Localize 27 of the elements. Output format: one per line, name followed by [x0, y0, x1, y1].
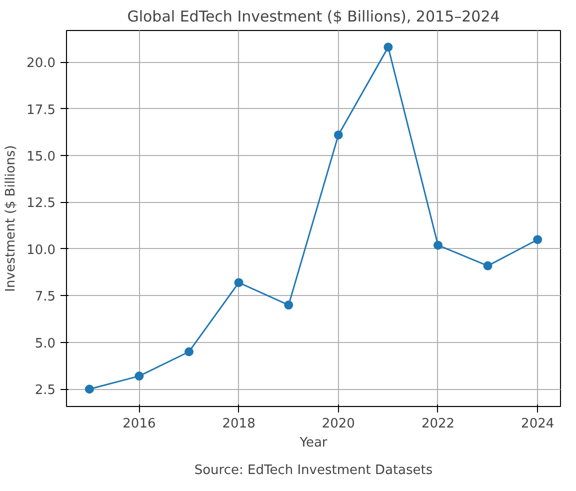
point: [134, 372, 144, 381]
y-axis-title: Investment ($ Billions): [4, 145, 19, 292]
point: [433, 240, 442, 250]
point: [84, 384, 94, 394]
x-tick-label: 2020: [322, 416, 355, 432]
chart-title: Global EdTech Investment ($ Billions), 2015–2024: [127, 8, 500, 26]
point: [384, 42, 393, 52]
x-axis-title: Year: [298, 436, 328, 450]
y-tick-label: 20.0: [26, 56, 56, 72]
y-tick-label: 12.5: [26, 196, 56, 212]
y-tick-label: 5.0: [34, 336, 56, 352]
point: [184, 347, 194, 356]
x-tick-label: 2018: [222, 416, 256, 432]
point: [533, 235, 542, 244]
y-tick-label: 10.0: [26, 242, 56, 258]
source-note: Source: EdTech Investment Datasets: [194, 463, 433, 478]
y-tick-label: 7.5: [34, 290, 56, 305]
point: [284, 300, 294, 310]
x-tick-label: 2022: [421, 416, 455, 432]
x-tick-label: 2024: [521, 416, 554, 432]
y-tick-label: 17.5: [26, 102, 56, 118]
point: [483, 261, 492, 270]
point: [234, 278, 244, 288]
y-tick-label: 15.0: [26, 150, 56, 165]
x-tick-label: 2016: [122, 416, 156, 432]
point: [334, 130, 343, 140]
y-tick-label: 2.5: [34, 383, 56, 398]
